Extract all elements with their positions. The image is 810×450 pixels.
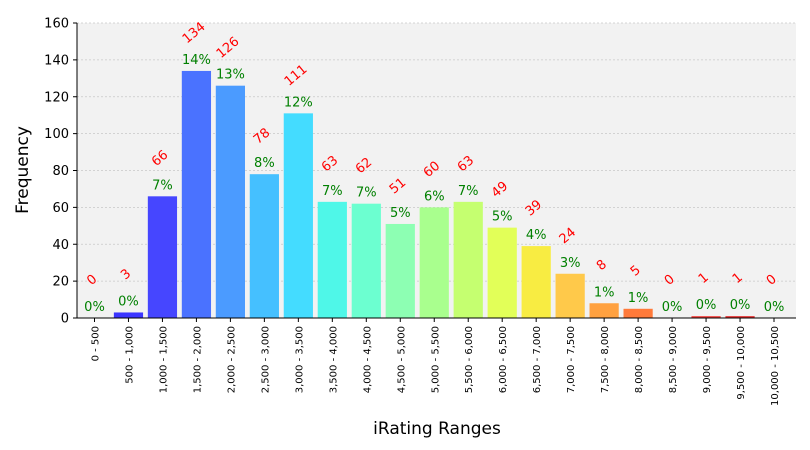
y-tick-label: 160 [44,17,69,32]
x-tick-label: 9,000 - 9,500 [702,326,713,393]
percent-label: 5% [492,210,513,225]
percent-label: 7% [322,184,343,199]
x-tick-label: 6,000 - 6,500 [498,326,509,393]
x-tick-label: 3,000 - 3,500 [294,326,305,393]
bar [487,227,517,318]
bar [419,207,449,318]
x-tick-label: 8,000 - 8,500 [634,326,645,393]
percent-label: 0% [118,294,139,309]
bar [453,201,483,318]
percent-label: 0% [84,300,105,315]
x-tick-label: 3,500 - 4,000 [328,326,339,393]
percent-label: 8% [254,156,275,171]
percent-label: 3% [560,256,581,271]
bar [283,113,313,318]
x-tick-label: 1,500 - 2,000 [192,326,203,393]
y-tick-label: 140 [44,53,69,68]
percent-labels: 0% 0% 7% 14% 13% 8% 12% 7% 7% 5% 6% 7% 5% 4% 3% 1% 1% 0% 0… [84,53,784,315]
bar [147,196,178,318]
x-tick-label: 4,000 - 4,500 [362,326,373,393]
bar [181,70,212,318]
percent-label: 5% [390,206,411,221]
bar [215,85,246,318]
x-tick-label: 1,000 - 1,500 [158,326,169,393]
y-axis-title: Frequency [13,126,33,214]
percent-label: 0% [662,300,683,315]
percent-label: 7% [152,178,173,193]
percent-label: 13% [216,68,245,83]
x-tick-label: 4,500 - 5,000 [396,326,407,393]
x-tick-label: 2,000 - 2,500 [226,326,237,393]
bar [521,246,551,318]
percent-label: 14% [182,53,211,68]
bar [113,312,144,318]
x-tick-label: 7,500 - 8,000 [600,326,611,393]
percent-label: 6% [424,189,445,204]
x-axis-ticks: 0 - 500 500 - 1,000 1,000 - 1,500 1,500 - 2… [90,318,781,406]
percent-label: 1% [594,285,615,300]
bar [555,273,585,318]
y-axis-ticks: 0 20 40 60 80 100 120 140 160 [44,17,77,327]
x-tick-label: 500 - 1,000 [124,326,135,384]
bar [351,203,381,318]
y-tick-label: 0 [61,312,69,327]
bar [725,316,755,318]
percent-label: 7% [458,184,479,199]
x-tick-label: 2,500 - 3,000 [260,326,271,393]
bar [691,316,721,318]
percent-label: 0% [764,300,785,315]
bar [249,174,279,318]
x-tick-label: 6,500 - 7,000 [532,326,543,393]
x-tick-label: 8,500 - 9,000 [668,326,679,393]
y-tick-label: 120 [44,90,69,105]
percent-label: 0% [696,298,717,313]
x-tick-label: 10,000 - 10,500 [770,326,781,406]
x-tick-label: 9,500 - 10,000 [736,326,747,400]
x-tick-label: 5,000 - 5,500 [430,326,441,393]
bars [113,70,755,318]
y-tick-label: 40 [52,238,69,253]
percent-label: 12% [284,95,313,110]
x-tick-label: 5,500 - 6,000 [464,326,475,393]
y-tick-label: 80 [52,164,69,179]
x-tick-label: 0 - 500 [90,326,101,361]
percent-label: 0% [730,298,751,313]
y-tick-label: 20 [52,275,69,290]
x-tick-label: 7,000 - 7,500 [566,326,577,393]
y-tick-label: 60 [52,201,69,216]
bar [589,303,619,318]
x-axis-title: iRating Ranges [373,419,501,439]
bar [317,201,347,318]
percent-label: 1% [628,291,649,306]
y-tick-label: 100 [44,127,69,142]
bar [623,308,653,318]
bar [385,223,415,318]
percent-label: 4% [526,228,547,243]
percent-label: 7% [356,186,377,201]
